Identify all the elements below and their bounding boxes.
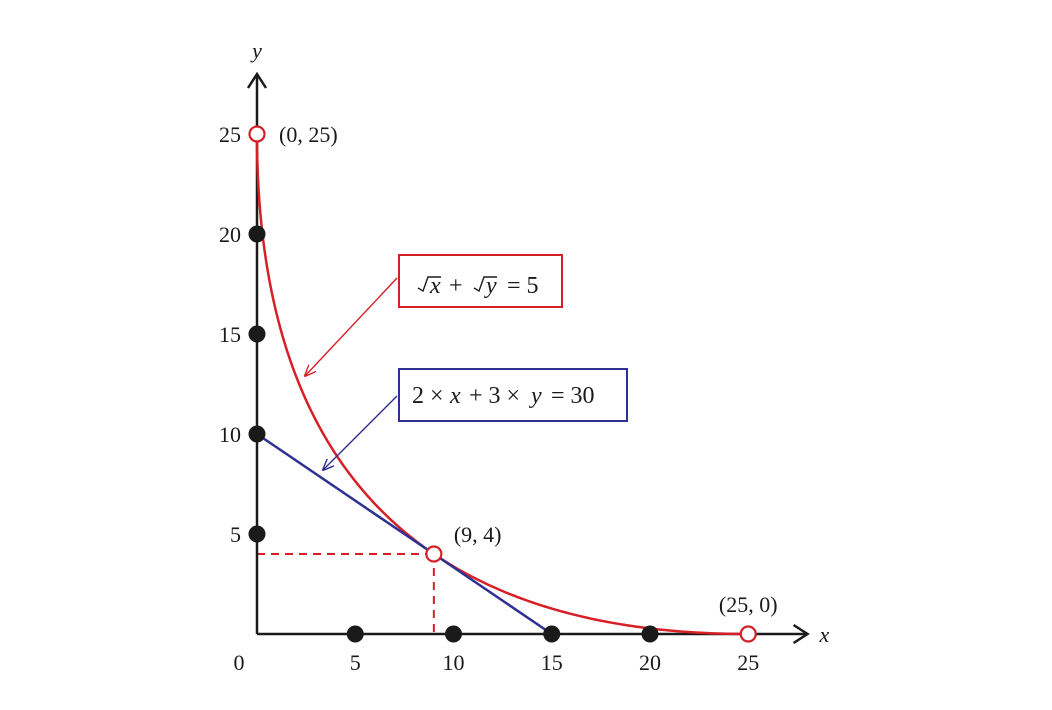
open-points <box>248 125 757 643</box>
open-point <box>425 545 443 563</box>
y-tick-label: 20 <box>219 222 241 247</box>
x-tick-labels: 0 5 10 15 20 25 <box>234 650 760 675</box>
filled-point <box>248 425 266 443</box>
filled-points <box>248 225 659 643</box>
line-eq-plus-3: + 3 × <box>469 383 520 409</box>
y-tick-label: 5 <box>230 522 241 547</box>
x-tick-label: 10 <box>443 650 465 675</box>
x-tick-label: 15 <box>541 650 563 675</box>
curve-eq-x: x <box>429 273 441 299</box>
sqrt-sign-2 <box>473 276 497 293</box>
sqrt-sign-1 <box>417 276 441 293</box>
open-point <box>248 125 266 143</box>
filled-point <box>543 625 561 643</box>
y-axis-label: y <box>250 38 262 63</box>
open-point <box>739 625 757 643</box>
x-tick-label: 5 <box>350 650 361 675</box>
open-point-label: (25, 0) <box>719 592 778 617</box>
filled-point <box>248 325 266 343</box>
filled-point <box>346 625 364 643</box>
curve-eq-rhs: = 5 <box>507 273 539 299</box>
line-equation-callout: 2 × x + 3 × y = 30 <box>323 368 628 470</box>
y-axis-arrowhead <box>246 71 268 89</box>
linear-series-line <box>256 432 553 636</box>
y-tick-label: 15 <box>219 322 241 347</box>
line-eq-y: y <box>529 383 542 409</box>
curve-eq-y: y <box>484 273 497 299</box>
curve-equation-callout: x + y = 5 <box>305 254 563 376</box>
open-point-label: (9, 4) <box>454 522 502 547</box>
line-eq-2: 2 × <box>412 383 444 409</box>
x-axis-label: x <box>819 622 830 647</box>
filled-point <box>641 625 659 643</box>
y-tick-labels: 5 10 15 20 25 <box>219 122 241 547</box>
open-point-labels: (0, 25) (9, 4) (25, 0) <box>279 122 778 617</box>
line-eq-x: x <box>449 383 461 409</box>
x-tick-label: 0 <box>234 650 245 675</box>
x-tick-label: 20 <box>639 650 661 675</box>
y-tick-label: 25 <box>219 122 241 147</box>
filled-point <box>248 525 266 543</box>
curve-eq-plus: + <box>449 273 463 299</box>
y-tick-label: 10 <box>219 422 241 447</box>
filled-point <box>445 625 462 643</box>
curve-series-line <box>255 134 749 636</box>
line-callout-arrow <box>323 395 398 470</box>
x-tick-label: 25 <box>737 650 759 675</box>
x-axis-arrowhead <box>792 623 810 645</box>
curve-callout-arrow <box>305 277 398 376</box>
line-equation-box <box>398 368 628 422</box>
open-point-label: (0, 25) <box>279 122 338 147</box>
line-eq-rhs: = 30 <box>551 383 595 409</box>
filled-point <box>248 225 266 243</box>
